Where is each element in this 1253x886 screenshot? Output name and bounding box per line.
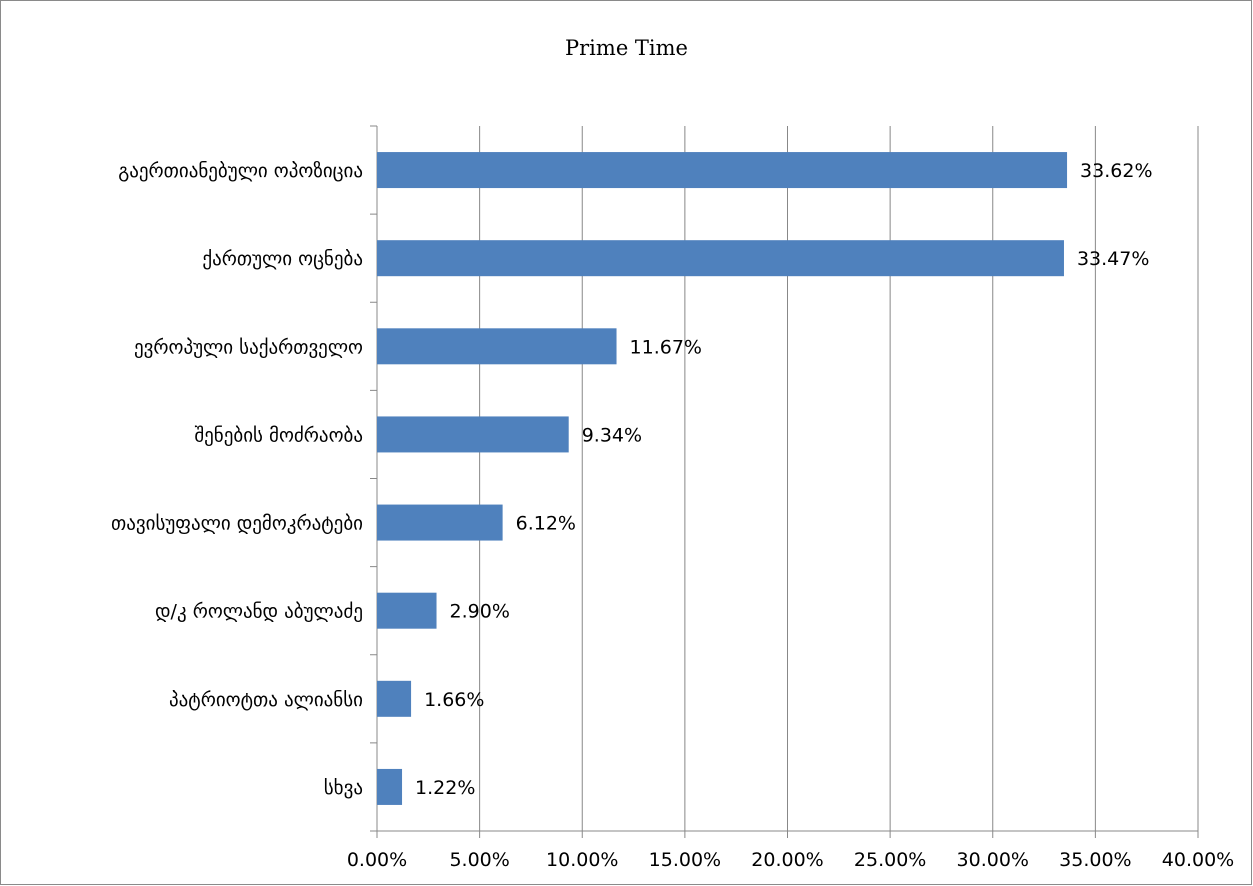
x-tick-label: 30.00% xyxy=(957,849,1029,871)
x-tick-label: 40.00% xyxy=(1162,849,1234,871)
data-label: 33.62% xyxy=(1080,160,1152,182)
x-tick-label: 10.00% xyxy=(546,849,618,871)
x-tick-label: 25.00% xyxy=(854,849,926,871)
bar xyxy=(377,504,503,541)
data-label: 6.12% xyxy=(516,513,576,535)
bar xyxy=(377,416,569,453)
gridlines xyxy=(479,126,1199,831)
bar xyxy=(377,328,617,365)
category-label: გაერთიანებული ოპოზიცია xyxy=(118,160,363,182)
data-label: 33.47% xyxy=(1077,248,1149,270)
x-tick-label: 5.00% xyxy=(449,849,509,871)
bar xyxy=(377,240,1064,277)
x-tick-label: 35.00% xyxy=(1059,849,1131,871)
labels: 0.00% 5.00% 10.00% 15.00% 20.00% 25.00% 30.00%… xyxy=(111,160,1234,871)
bar xyxy=(377,592,437,629)
bar xyxy=(377,152,1068,189)
data-label: 2.90% xyxy=(450,601,510,623)
data-label: 1.66% xyxy=(424,689,484,711)
bar xyxy=(377,680,412,717)
category-label: ქართული ოცნება xyxy=(202,248,363,270)
category-label: სხვა xyxy=(324,777,363,799)
chart-title: Prime Time xyxy=(565,36,688,60)
category-label: დ/კ როლანდ აბულაძე xyxy=(155,601,363,623)
data-label: 1.22% xyxy=(415,777,475,799)
x-tick-label: 0.00% xyxy=(347,849,407,871)
bar xyxy=(377,768,403,805)
data-label: 9.34% xyxy=(582,424,642,446)
x-tick-label: 20.00% xyxy=(751,849,823,871)
bars xyxy=(377,152,1068,805)
axes xyxy=(370,125,1199,838)
category-label: პატრიოტთა ალიანსი xyxy=(169,689,363,711)
x-tick-label: 15.00% xyxy=(649,849,721,871)
category-label: თავისუფალი დემოკრატები xyxy=(111,513,363,535)
data-label: 11.67% xyxy=(630,336,702,358)
category-label: შენების მოძრაობა xyxy=(194,424,363,446)
category-label: ევროპული საქართველო xyxy=(134,336,363,358)
